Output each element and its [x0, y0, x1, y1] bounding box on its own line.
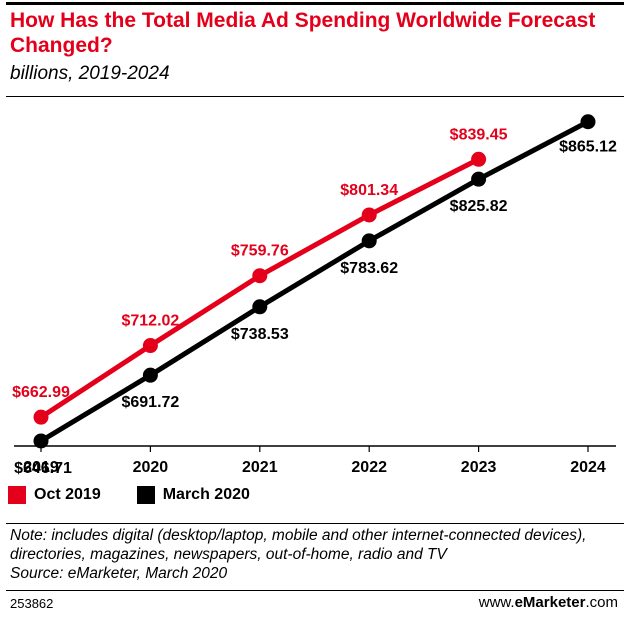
x-tick-label-2022: 2022 [351, 459, 387, 476]
legend-label-march-2020: March 2020 [162, 486, 250, 503]
chart-id: 253862 [10, 596, 54, 611]
brand-suffix: .com [585, 594, 618, 611]
series-line-oct-2019 [39, 157, 480, 420]
data-label-oct-2019-2022: $801.34 [340, 182, 398, 199]
data-label-march-2020-2020: $691.72 [121, 394, 179, 411]
point-march-2020-2024 [580, 114, 596, 130]
chart-subtitle: billions, 2019-2024 [10, 63, 170, 84]
legend-label-oct-2019: Oct 2019 [34, 486, 101, 503]
x-tick-label-2019: 2019 [23, 459, 59, 476]
point-oct-2019-2021 [252, 268, 268, 284]
top-rule [6, 2, 624, 5]
chart-title: How Has the Total Media Ad Spending Worl… [10, 9, 596, 57]
legend-item-oct-2019: Oct 2019 [8, 486, 101, 504]
point-march-2020-2020 [142, 367, 158, 383]
legend: Oct 2019 March 2020 [8, 486, 286, 504]
title-divider [6, 96, 624, 97]
x-tick-label-2023: 2023 [461, 459, 497, 476]
data-label-march-2020-2022: $783.62 [340, 260, 398, 277]
x-tick-label-2020: 2020 [133, 459, 169, 476]
line-chart: 2019 2020 2021 2022 2023 2024 $662.99 $712.02 $7… [12, 114, 617, 477]
point-oct-2019-2023 [471, 151, 487, 167]
legend-swatch-march-2020 [136, 486, 155, 504]
brand-prefix: www. [478, 594, 515, 611]
x-tick-label-2024: 2024 [570, 459, 606, 476]
x-tick-label-2021: 2021 [242, 459, 278, 476]
data-label-oct-2019-2023: $839.45 [450, 126, 508, 143]
series-line-march-2020 [39, 119, 590, 444]
source-text: Source: eMarketer, March 2020 [10, 565, 228, 582]
legend-swatch-oct-2019 [8, 486, 26, 504]
point-march-2020-2021 [252, 299, 268, 315]
data-label-oct-2019-2020: $712.02 [121, 313, 179, 330]
point-march-2020-2019 [33, 433, 49, 449]
data-label-march-2020-2023: $825.82 [450, 198, 508, 215]
point-oct-2019-2020 [142, 338, 158, 354]
legend-divider [6, 523, 624, 524]
point-march-2020-2022 [361, 233, 377, 249]
note-text: Note: includes digital (desktop/laptop, … [10, 527, 587, 563]
data-label-march-2020-2019: $646.71 [14, 460, 72, 477]
legend-item-march-2020: March 2020 [136, 486, 250, 504]
data-label-march-2020-2021: $738.53 [231, 326, 289, 343]
point-oct-2019-2022 [361, 207, 377, 223]
data-label-march-2020-2024: $865.12 [559, 139, 617, 156]
point-oct-2019-2019 [33, 409, 49, 425]
point-march-2020-2023 [471, 171, 487, 187]
brand-link[interactable]: www.eMarketer.com [479, 594, 618, 611]
data-label-oct-2019-2021: $759.76 [231, 243, 289, 260]
footnote: Note: includes digital (desktop/laptop, … [10, 526, 622, 583]
data-label-oct-2019-2019: $662.99 [12, 384, 70, 401]
brand-name: eMarketer [514, 594, 586, 611]
footer-divider [6, 590, 624, 591]
